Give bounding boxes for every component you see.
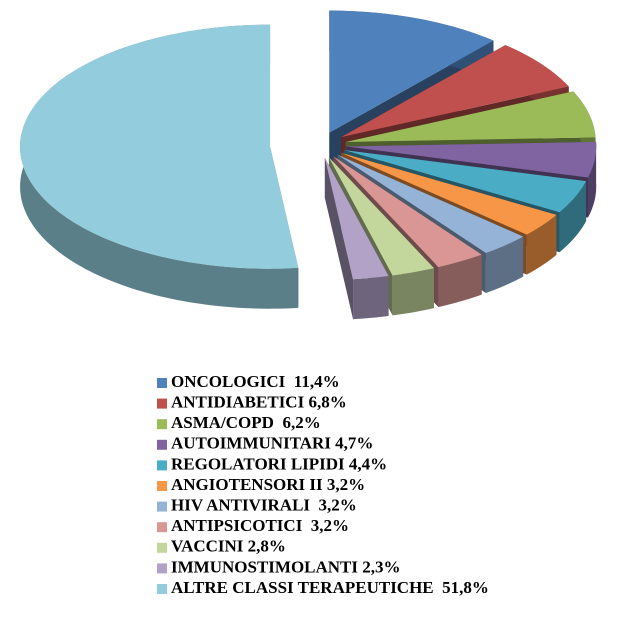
legend-label: IMMUNOSTIMOLANTI 2,3% — [171, 557, 401, 576]
slice-wall — [324, 157, 354, 320]
slice — [20, 24, 299, 309]
slice-top — [345, 91, 596, 142]
legend-label: ANTIPSICOTICI 3,2% — [171, 516, 349, 535]
legend-swatch — [157, 584, 167, 594]
legend-label: AUTOIMMUNITARI 4,7% — [171, 434, 373, 453]
legend-swatch — [157, 460, 167, 471]
legend-label: REGOLATORI LIPIDI 4,4% — [171, 454, 387, 473]
slice-side — [559, 181, 587, 253]
legend-swatch — [157, 522, 167, 533]
slice — [324, 157, 389, 320]
legend-swatch — [157, 378, 167, 388]
legend-label: ANGIOTENSORI II 3,2% — [171, 475, 365, 494]
legend-swatch — [157, 439, 167, 450]
legend-label: VACCINI 2,8% — [171, 537, 286, 556]
slice-side — [392, 268, 434, 316]
legend-swatch — [157, 419, 167, 430]
slice-top — [337, 154, 524, 254]
slice-side — [438, 254, 482, 308]
slice-side — [526, 214, 557, 275]
pie — [20, 10, 597, 320]
slice-top — [328, 157, 434, 276]
legend-swatch — [157, 563, 167, 574]
slice-side — [587, 141, 597, 218]
legend-label: ALTRE CLASSI TERAPEUTICHE 51,8% — [171, 578, 489, 597]
slice-side — [485, 236, 524, 294]
legend-label: HIV ANTIVIRALI 3,2% — [171, 496, 357, 515]
slice-top — [346, 141, 597, 178]
legend-label: ONCOLOGICI 11,4% — [171, 372, 340, 391]
legend-swatch — [157, 398, 167, 409]
legend-swatch — [157, 542, 167, 553]
slice-top — [333, 156, 482, 268]
slice-top — [329, 10, 494, 133]
legend-label: ASMA/COPD 6,2% — [171, 413, 321, 432]
slice-top — [324, 157, 389, 280]
legend-label: ANTIDIABETICI 6,8% — [171, 393, 347, 412]
legend: ONCOLOGICI 11,4% ANTIDIABETICI 6,8%ASMA/C… — [157, 372, 489, 597]
slice-top — [341, 152, 557, 235]
slice-top — [341, 45, 569, 138]
slice-side — [353, 275, 389, 320]
legend-swatch — [157, 501, 167, 512]
legend-swatch — [157, 481, 167, 491]
slice-top — [20, 24, 299, 269]
slice-top — [344, 150, 587, 213]
